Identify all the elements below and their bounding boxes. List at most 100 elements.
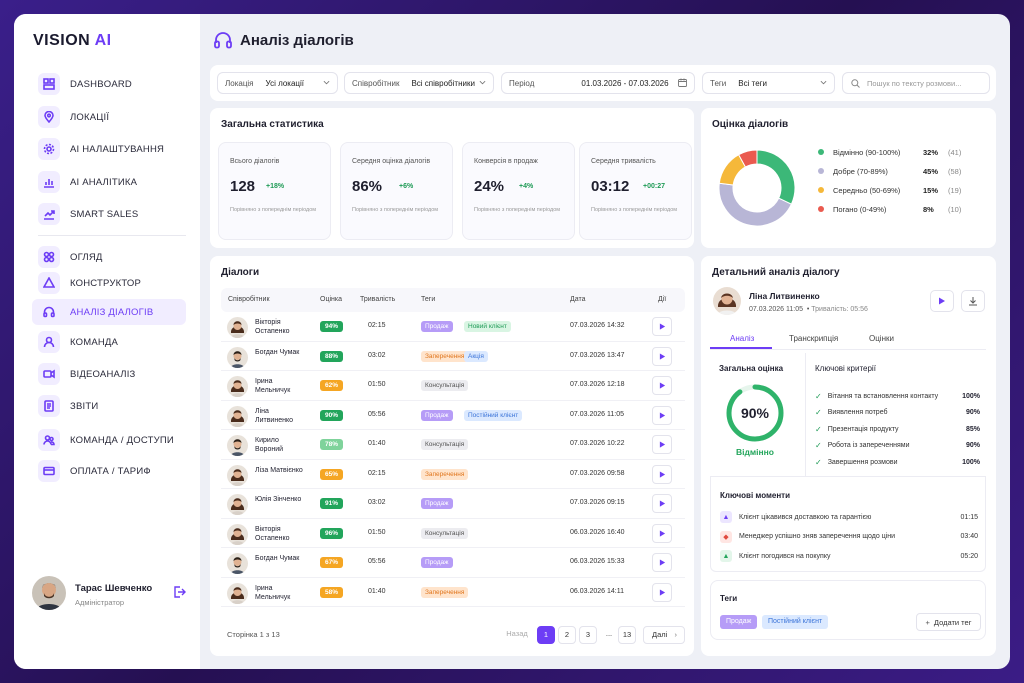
play-audio-button[interactable] xyxy=(930,290,954,312)
filter-label: Період xyxy=(509,78,535,88)
sidebar-item-dashboard[interactable]: DASHBOARD xyxy=(32,71,186,97)
page-button-2[interactable]: 2 xyxy=(558,626,576,644)
page-button-13[interactable]: 13 xyxy=(618,626,636,644)
tab-scores[interactable]: Оцінки xyxy=(869,334,894,343)
tag-badge[interactable]: Продаж xyxy=(421,557,453,568)
sidebar-item-reports[interactable]: ЗВІТИ xyxy=(32,393,186,419)
stat-value: 86% xyxy=(352,178,383,195)
criteria-value: 100% xyxy=(962,392,980,400)
card-title: Детальний аналіз діалогу xyxy=(712,267,840,278)
criteria-value: 90% xyxy=(965,409,980,416)
period-filter[interactable]: Період 01.03.2026 - 07.03.2026 xyxy=(501,72,695,94)
table-row[interactable]: Ліна Литвиненко 90% 05:56 Продаж Постійний к… xyxy=(221,401,685,430)
tag-badge[interactable]: Консультація xyxy=(421,380,469,391)
search-input[interactable]: Пошук по тексту розмови... xyxy=(842,72,990,94)
sidebar-item-team-access[interactable]: КОМАНДА / ДОСТУПИ xyxy=(32,427,186,453)
sidebar-item-smart-sales[interactable]: SMART SALES xyxy=(32,201,186,227)
tab-analysis[interactable]: Аналіз xyxy=(730,334,755,343)
legend-count: (41) xyxy=(948,147,962,157)
play-button[interactable] xyxy=(652,435,672,454)
moment-text: Менеджер успішно зняв заперечення щодо ц… xyxy=(739,533,896,540)
criteria-title: Ключові критерії xyxy=(815,364,876,373)
prev-page-button[interactable]: Назад xyxy=(498,626,536,644)
sidebar-item-constructor[interactable]: КОНСТРУКТОР xyxy=(32,270,186,296)
duration-cell: 01:40 xyxy=(368,587,386,595)
general-stats-card: Загальна статистика Всього діалогів 128 … xyxy=(210,108,694,248)
key-moment[interactable]: ▲ Клієнт погодився на покупку 05:20 xyxy=(720,549,978,563)
tag-badge[interactable]: Новий клієнт xyxy=(464,321,511,332)
tags-filter[interactable]: Теги Всі теги xyxy=(702,72,835,94)
play-icon xyxy=(659,588,665,596)
bar-chart-icon xyxy=(38,171,60,193)
tag-badge[interactable]: Заперечення xyxy=(421,468,469,480)
chevron-down-icon xyxy=(323,80,330,85)
page-button-1[interactable]: 1 xyxy=(537,626,555,644)
sidebar-item-locations[interactable]: ЛОКАЦІЇ xyxy=(32,104,186,130)
column-header: Дата xyxy=(570,296,586,303)
add-tag-button[interactable]: + Додати тег xyxy=(916,613,981,631)
table-row[interactable]: Ірина Мельничук 62% 01:50 Консультація 07.03… xyxy=(221,371,685,401)
table-row[interactable]: Вікторія Остапенко 94% 02:15 Продаж Новий кл… xyxy=(221,312,685,342)
tag-badge[interactable]: Продаж xyxy=(421,321,453,332)
tag-badge[interactable]: Заперечення xyxy=(421,586,469,598)
table-row[interactable]: Юлія Зінченко 91% 03:02 Продаж 07.03.2026 09… xyxy=(221,489,685,519)
tag-badge[interactable]: Заперечення xyxy=(421,350,469,362)
play-button[interactable] xyxy=(652,405,672,425)
stat-avg-duration: Середня тривалість 03:12 +00:27 Порівнян… xyxy=(579,142,692,240)
play-button[interactable] xyxy=(652,317,672,336)
table-row[interactable]: Ліза Матвієнко 65% 02:15 Заперечення 07.03.2… xyxy=(221,460,685,489)
sidebar-item-overview[interactable]: ОГЛЯД xyxy=(32,244,186,270)
score-badge: 90% xyxy=(320,409,343,421)
play-button[interactable] xyxy=(652,582,672,602)
tag-badge[interactable]: Продаж xyxy=(421,409,453,421)
table-row[interactable]: Кирило Вороний 78% 01:40 Консультація 07.03.… xyxy=(221,430,685,460)
table-row[interactable]: Богдан Чумак 88% 03:02 Заперечення Акція 07.0… xyxy=(221,342,685,371)
location-filter[interactable]: Локація Усі локації xyxy=(217,72,338,94)
criteria-row: ✓ Виявлення потреб 90% xyxy=(815,407,980,419)
detail-meta: 07.03.2026 11:05 • Тривалість: 05:56 xyxy=(749,306,868,313)
sidebar-item-ai-settings[interactable]: AI НАЛАШТУВАННЯ xyxy=(32,136,186,162)
sidebar-item-billing[interactable]: ОПЛАТА / ТАРИФ xyxy=(32,458,186,484)
table-row[interactable]: Ірина Мельничук 58% 01:40 Заперечення 06.03.… xyxy=(221,578,685,607)
play-button[interactable] xyxy=(652,494,672,513)
download-button[interactable] xyxy=(961,290,985,312)
employee-filter[interactable]: Співробітник Всі співробітники xyxy=(344,72,494,94)
play-button[interactable] xyxy=(652,523,672,543)
employee-name: Ірина Мельничук xyxy=(255,378,291,394)
date-cell: 07.03.2026 13:47 xyxy=(570,351,625,359)
play-button[interactable] xyxy=(652,376,672,395)
play-button[interactable] xyxy=(652,464,672,484)
next-label: Далі xyxy=(652,630,668,639)
play-button[interactable] xyxy=(652,553,672,572)
user-profile[interactable]: Тарас Шевченко Адміністратор xyxy=(32,576,192,612)
tab-transcription[interactable]: Транскрипція xyxy=(789,334,839,343)
tag-regular-client[interactable]: Постійний клієнт xyxy=(762,615,829,629)
sidebar-item-team[interactable]: КОМАНДА xyxy=(32,329,186,355)
donut-slice xyxy=(718,182,793,227)
sidebar-item-label: ОПЛАТА / ТАРИФ xyxy=(70,465,151,477)
tag-badge[interactable]: Акція xyxy=(464,350,488,362)
play-button[interactable] xyxy=(652,346,672,366)
table-row[interactable]: Богдан Чумак 67% 05:56 Продаж 06.03.2026 15:… xyxy=(221,548,685,578)
brand-logo[interactable]: VISION AI xyxy=(33,32,112,49)
criteria-label: Завершення розмови xyxy=(827,458,898,466)
tag-badge[interactable]: Постійний клієнт xyxy=(464,409,523,421)
legend-item: Відмінно (90-100%) 32% (41) xyxy=(818,146,968,158)
key-moment[interactable]: ◆ Менеджер успішно зняв заперечення щодо … xyxy=(720,530,978,544)
next-page-button[interactable]: Далі › xyxy=(643,626,685,644)
sidebar-item-ai-analytics[interactable]: AI АНАЛІТИКА xyxy=(32,169,186,195)
sidebar-item-video-analysis[interactable]: ВІДЕОАНАЛІЗ xyxy=(32,361,186,387)
tag-badge[interactable]: Консультація xyxy=(421,527,469,539)
key-moment[interactable]: ▲ Клієнт цікавився доставкою та гарантією… xyxy=(720,510,978,524)
page-button-3[interactable]: 3 xyxy=(579,626,597,644)
tag-badge[interactable]: Консультація xyxy=(421,439,469,450)
score-badge: 62% xyxy=(320,380,343,391)
table-row[interactable]: Вікторія Остапенко 96% 01:50 Консультація 06… xyxy=(221,519,685,548)
tag-sale[interactable]: Продаж xyxy=(720,615,758,629)
logout-icon[interactable] xyxy=(172,585,186,599)
stat-value: 03:12 xyxy=(591,178,630,195)
sidebar-item-dialog-analysis[interactable]: АНАЛІЗ ДІАЛОГІВ xyxy=(32,299,186,325)
play-icon xyxy=(659,470,665,478)
employee-name: Богдан Чумак xyxy=(255,348,300,356)
tag-badge[interactable]: Продаж xyxy=(421,498,453,509)
